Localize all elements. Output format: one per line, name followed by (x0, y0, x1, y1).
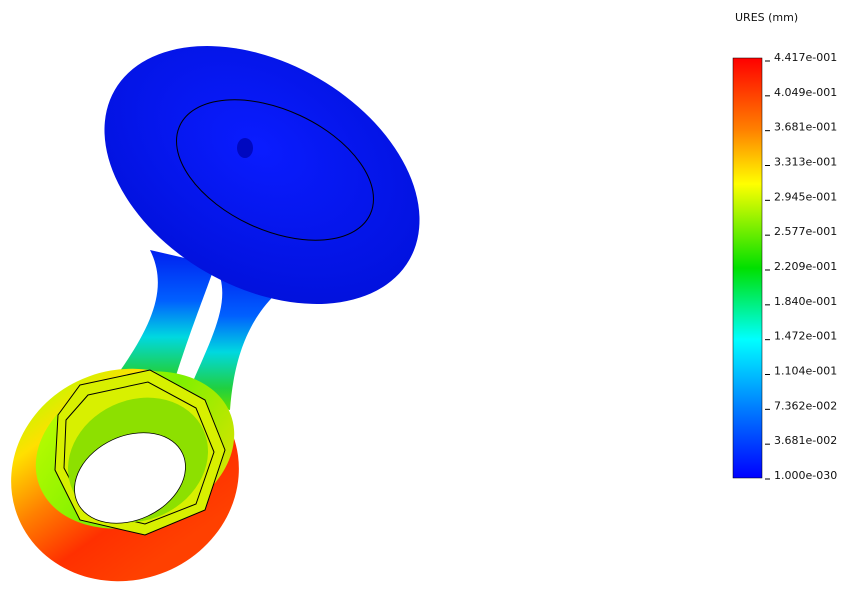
legend-label: 2.577e-001 (774, 225, 837, 238)
color-bar (732, 57, 763, 479)
legend-label: 3.313e-001 (774, 156, 837, 169)
legend-label: 4.049e-001 (774, 86, 837, 99)
legend-label: 3.681e-001 (774, 121, 837, 134)
legend-label: 3.681e-002 (774, 434, 837, 447)
legend-label: 2.209e-001 (774, 260, 837, 273)
strut-right (185, 265, 300, 410)
model (11, 46, 420, 582)
dish-boss (237, 138, 253, 158)
dish (104, 46, 420, 304)
legend-label: 1.840e-001 (774, 295, 837, 308)
bore-hole (74, 432, 186, 524)
legend-title: URES (mm) (735, 11, 798, 24)
nut-inner (63, 381, 215, 525)
legend-label: 1.000e-030 (774, 469, 837, 482)
legend-label: 4.417e-001 (774, 51, 837, 64)
strut-left (110, 250, 215, 395)
legend-label: 7.362e-002 (774, 399, 837, 412)
legend: URES (mm) 4.417e-001 4.049e-001 3.681e-001… (732, 11, 837, 482)
dish-edge (176, 99, 374, 241)
legend-label: 1.472e-001 (774, 330, 837, 343)
legend-label: 1.104e-001 (774, 365, 837, 378)
legend-label: 2.945e-001 (774, 190, 837, 203)
